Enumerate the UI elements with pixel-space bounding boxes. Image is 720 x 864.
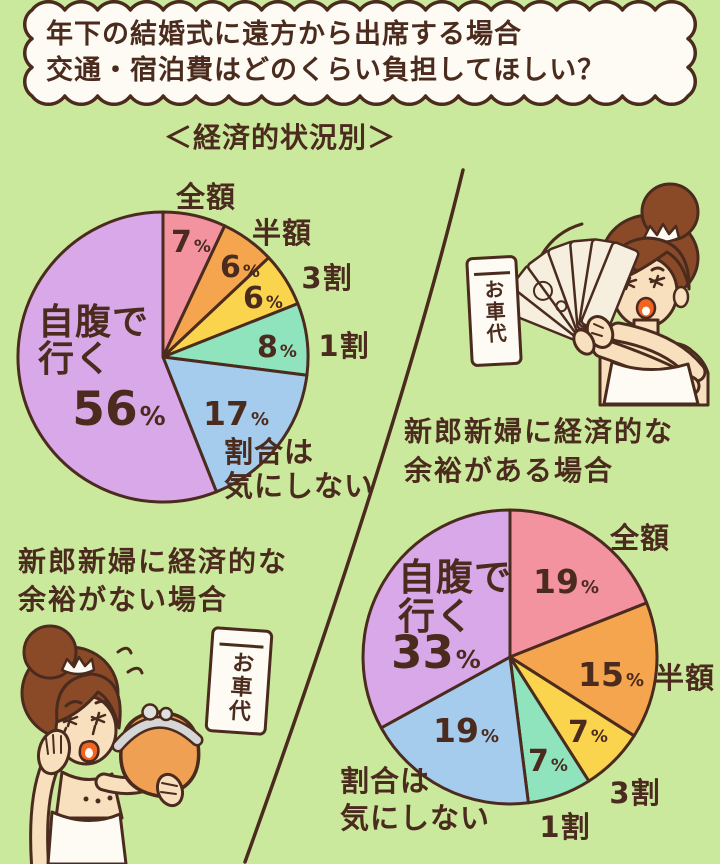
hand (572, 328, 596, 356)
pie-slice-2 (508, 601, 659, 738)
ear (672, 285, 690, 309)
pie-slice-6 (361, 508, 512, 730)
happy-bride-illustration (501, 182, 710, 407)
pie-slice-label: 1割 (539, 810, 590, 844)
pie-slice-value: 56% (72, 382, 165, 437)
pie-slice-label: 自腹で行く (38, 302, 149, 380)
pie-slice-value: 19% (433, 711, 499, 750)
envelope-flap-line (219, 642, 264, 649)
pie-slice-6 (16, 210, 218, 504)
envelope-label: お車代 (224, 650, 255, 724)
hand (155, 772, 185, 808)
okurumadai-envelope: お車代 (465, 254, 523, 368)
sweat-drop-icon (116, 646, 133, 655)
pie-slice-1 (508, 508, 649, 659)
coin-purse (111, 703, 204, 798)
finger-lines (591, 323, 604, 337)
necklace-dot (83, 796, 89, 802)
pie-slice-label: 全額 (175, 180, 236, 214)
pie-slice-5 (161, 355, 309, 494)
caption-no-economic-leeway: 新郎新婦に経済的な 余裕がない場合 (18, 543, 288, 619)
title-line-2: 交通・宿泊費はどのくらい負担してほしい？ (46, 55, 606, 86)
envelope-label: お車代 (480, 278, 508, 346)
pie-slice-value: 8% (257, 330, 297, 365)
title-frame-cloud-border (22, 0, 698, 106)
arm (610, 324, 704, 380)
necklace-dot (107, 795, 113, 801)
pie-slice-label: 3割 (609, 776, 660, 810)
sad-bride-illustration (20, 624, 204, 864)
divider-line (243, 168, 465, 864)
pie-slice-label: 割合は気にしない (340, 764, 490, 835)
finger-lines (45, 734, 62, 755)
caption-line-1: 新郎新婦に経済的な (404, 415, 675, 448)
pie-slice-value: 19% (533, 562, 599, 601)
sad-eyebrows (64, 699, 112, 708)
okurumadai-envelope: お車代 (204, 625, 274, 737)
pie-slice-value: 7% (528, 744, 568, 779)
pie-slice-value: 33% (391, 626, 481, 679)
caption-line-2: 余裕がある場合 (404, 454, 615, 487)
dress (602, 360, 700, 406)
pie-slice-label: 半額 (252, 216, 312, 250)
pie-slice-label: 1割 (318, 329, 369, 363)
pie-slice-value: 7% (568, 715, 608, 750)
caption-line-2: 余裕がない場合 (18, 583, 229, 616)
dress (46, 810, 128, 864)
pie-slice-label: 割合は気にしない (224, 435, 374, 503)
crying-eye-icon (90, 711, 107, 736)
caption-line-1: 新郎新婦に経済的な (18, 545, 289, 578)
mouth-inner (642, 306, 650, 316)
pie-slice-value: 17% (203, 394, 269, 433)
tiara-icon (60, 655, 96, 676)
pie-slice-5 (379, 655, 530, 806)
mouth-inner (85, 748, 93, 758)
pie-slice-value: 15% (578, 655, 644, 694)
banknote-marks-icon (532, 280, 568, 313)
pie-slice-label: 全額 (609, 521, 670, 555)
pie-slice-label: 3割 (301, 261, 352, 295)
caption-economic-leeway: 新郎新婦に経済的な 余裕がある場合 (404, 412, 674, 490)
crying-eye-icon (61, 713, 79, 737)
pie-slice-value: 6% (243, 281, 283, 316)
title-line-1: 年下の結婚式に遠方から出席する場合 (46, 19, 522, 50)
pie-slice-label: 半額 (655, 661, 715, 695)
pie-slice-value: 6% (220, 250, 260, 285)
pie-slice-label: 自腹で行く (398, 556, 512, 638)
happy-eye-icon (648, 274, 666, 289)
sweat-drop-icon (126, 666, 144, 675)
page-title: 年下の結婚式に遠方から出席する場合 交通・宿泊費はどのくらい負担してほしい？ (46, 17, 605, 89)
necklace-dot (95, 798, 101, 804)
pie-slice-value: 7% (171, 225, 211, 260)
envelope-flap-line (473, 271, 511, 277)
finger-lines (160, 782, 178, 795)
hair-fringe (55, 672, 122, 730)
money-fan (501, 238, 640, 344)
subtitle: ＜経済的状況別＞ (163, 121, 396, 154)
